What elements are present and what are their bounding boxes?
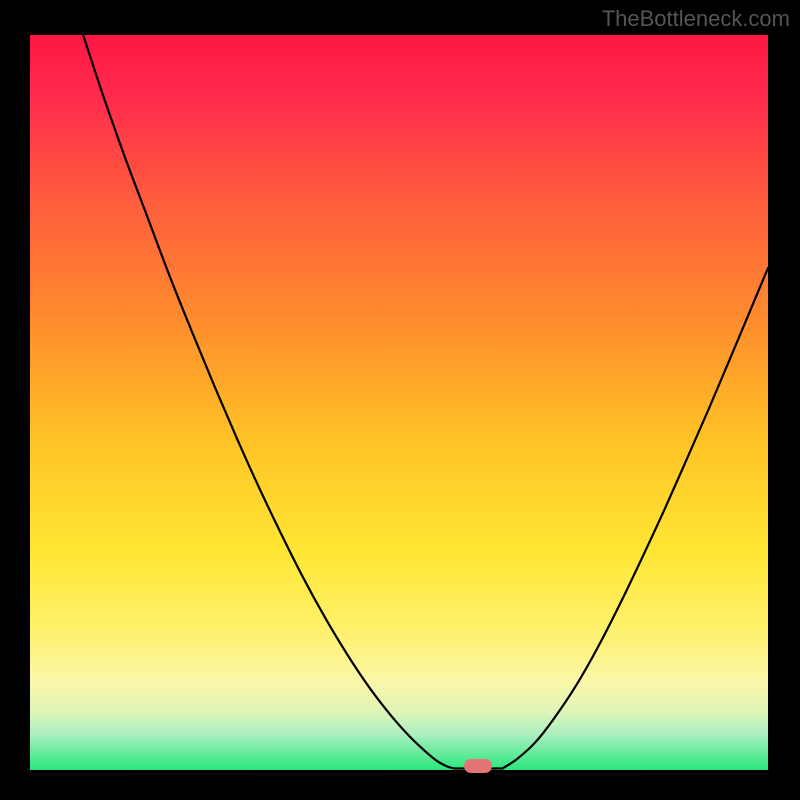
watermark-text: TheBottleneck.com — [602, 6, 790, 32]
chart-container: TheBottleneck.com — [0, 0, 800, 800]
optimal-point-marker — [464, 759, 492, 773]
bottleneck-curve — [30, 35, 768, 770]
plot-area — [30, 35, 768, 770]
